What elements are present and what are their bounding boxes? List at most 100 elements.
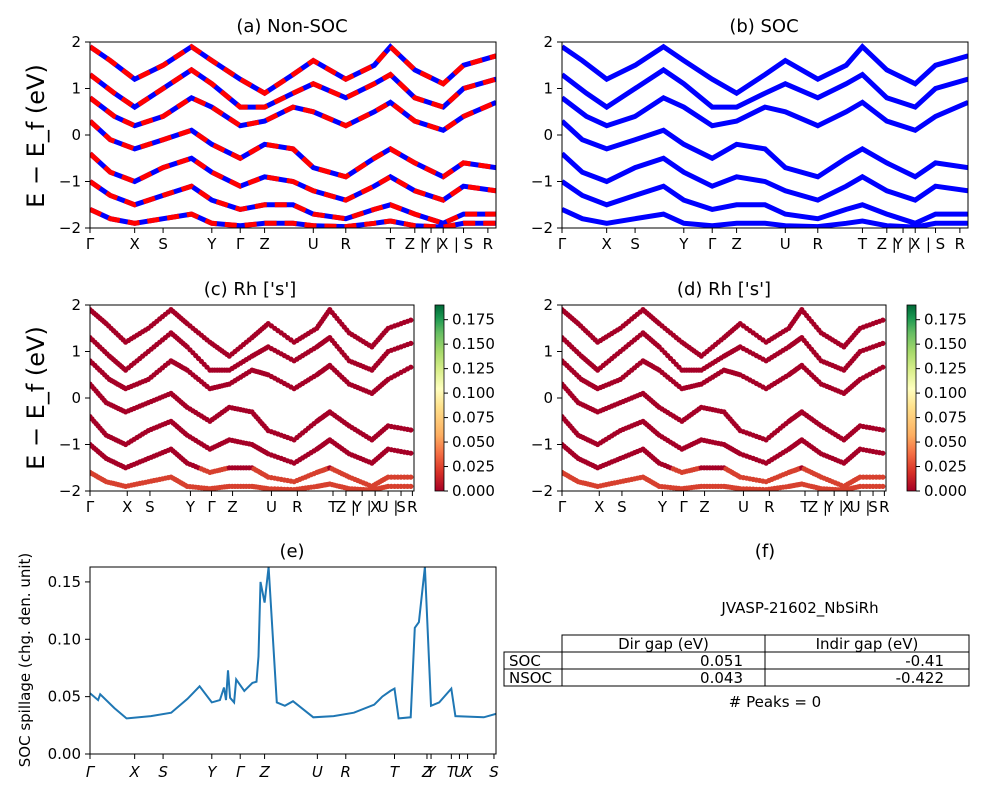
- x-tick-label: Y: [657, 498, 668, 516]
- colorbar-tick-label: 0.000: [924, 482, 967, 500]
- x-tick-label: Y |: [824, 498, 844, 516]
- x-tick-label: Γ: [679, 498, 688, 516]
- band-line: [562, 43, 968, 97]
- x-tick-label: R: [407, 498, 417, 516]
- y-tick-label: 1: [71, 80, 81, 98]
- colorbar-tick-label: 0.175: [452, 311, 495, 329]
- y-tick-label: 0: [71, 389, 81, 407]
- band-line: [562, 94, 968, 134]
- panel-e-ylabel: SOC spillage (chg. den. unit): [16, 553, 34, 768]
- panel-d-title: (d) Rh ['s']: [677, 279, 771, 300]
- x-tick-label: Z |: [336, 498, 356, 516]
- band-point: [880, 340, 886, 346]
- panel-c-title: (c) Rh ['s']: [204, 279, 297, 300]
- colorbar-tick-label: 0.150: [924, 335, 967, 353]
- x-tick-label: U: [454, 763, 465, 781]
- x-tick-label: Z: [259, 235, 269, 253]
- band-line-nonsoc: [90, 119, 496, 180]
- x-tick-label: X: [594, 498, 604, 516]
- x-tick-label: R: [292, 498, 302, 516]
- x-tick-label: X: [122, 498, 132, 516]
- y-tick-label: 2: [543, 296, 553, 314]
- x-tick-label: X: [129, 763, 141, 781]
- band-point: [408, 474, 414, 480]
- band-line-nonsoc: [90, 207, 496, 228]
- y-tick-label: 1: [543, 80, 553, 98]
- panel-e-title: (e): [279, 541, 304, 562]
- x-tick-label: Z |: [877, 235, 897, 253]
- y-tick-label: 2: [71, 296, 81, 314]
- band-point: [408, 317, 414, 323]
- y-tick-label: 0.15: [48, 573, 81, 591]
- colorbar-tick-label: 0.175: [924, 311, 967, 329]
- band-point: [408, 340, 414, 346]
- band-point: [880, 450, 886, 456]
- y-tick-label: 0.00: [48, 745, 81, 763]
- x-tick-label: Y: [185, 498, 196, 516]
- y-tick-label: 0: [543, 126, 553, 144]
- x-tick-label: S: [868, 498, 878, 516]
- band-ylabel-mid: E − E_f (eV): [22, 326, 50, 470]
- x-tick-label: Z |: [405, 235, 425, 253]
- x-tick-label: Y |: [352, 498, 372, 516]
- table-cell: 0.043: [700, 669, 743, 687]
- colorbar-tick-label: 0.100: [924, 384, 967, 402]
- x-tick-label: X: [910, 235, 920, 253]
- x-tick-label: U: [266, 498, 277, 516]
- band-line: [562, 151, 968, 203]
- gap-table: Dir gap (eV) Indir gap (eV) SOC 0.051 -0.41 N…: [503, 634, 970, 687]
- colorbar-tick-label: 0.000: [452, 482, 495, 500]
- x-tick-label: U: [308, 235, 319, 253]
- band-line-nonsoc: [90, 66, 496, 111]
- panel-c-frame: [89, 304, 415, 492]
- x-tick-label: Y |: [421, 235, 441, 253]
- x-tick-label: Z: [731, 235, 741, 253]
- x-tick-label: S: [630, 235, 640, 253]
- x-tick-label: Z: [699, 498, 709, 516]
- y-tick-label: 0: [543, 389, 553, 407]
- y-tick-label: 0.10: [48, 630, 81, 648]
- x-tick-label: R: [341, 235, 351, 253]
- x-tick-label: T: [857, 235, 868, 253]
- colorbar-tick-label: 0.025: [924, 458, 967, 476]
- band-point: [880, 474, 886, 480]
- x-tick-label: Γ: [86, 763, 96, 781]
- y-tick-label: 2: [543, 33, 553, 51]
- x-tick-label: S: [396, 498, 406, 516]
- x-tick-label: R: [813, 235, 823, 253]
- x-tick-label: Γ: [236, 235, 245, 253]
- x-tick-label: | S: [926, 235, 945, 253]
- band-point: [408, 427, 414, 433]
- x-tick-label: Z: [258, 763, 270, 781]
- x-tick-label: T: [390, 763, 401, 781]
- x-tick-label: U |: [850, 498, 871, 516]
- band-line-soc: [90, 179, 496, 226]
- panel-a-title: (a) Non-SOC: [236, 16, 347, 37]
- panel-e-plot: Γ X S Y Γ Z U R T ZY TUX S0.150.100.050.00: [48, 567, 499, 781]
- x-tick-label: Y: [678, 235, 689, 253]
- table-header: Dir gap (eV): [618, 635, 709, 653]
- panel-d-frame: [561, 304, 887, 492]
- band-line: [562, 119, 968, 180]
- colorbar-d: [906, 304, 917, 492]
- x-tick-label: S: [489, 763, 499, 781]
- table-cell: NSOC: [509, 669, 552, 687]
- colorbar-tick-label: 0.050: [924, 433, 967, 451]
- x-tick-label: Y: [426, 763, 437, 781]
- y-tick-label: 0: [71, 126, 81, 144]
- panel-e-frame: [89, 566, 497, 755]
- x-tick-label: Z: [227, 498, 237, 516]
- x-tick-label: X: [842, 498, 852, 516]
- x-tick-label: | S: [454, 235, 473, 253]
- table-cell: -0.422: [896, 669, 944, 687]
- x-tick-label: U: [312, 763, 323, 781]
- x-tick-label: U: [780, 235, 791, 253]
- colorbar-tick-label: 0.075: [452, 409, 495, 427]
- colorbar-tick-label: 0.125: [452, 360, 495, 378]
- x-tick-label: S: [145, 498, 155, 516]
- band-line: [562, 207, 968, 228]
- x-tick-label: Γ: [86, 498, 95, 516]
- colorbar-c: [434, 304, 445, 492]
